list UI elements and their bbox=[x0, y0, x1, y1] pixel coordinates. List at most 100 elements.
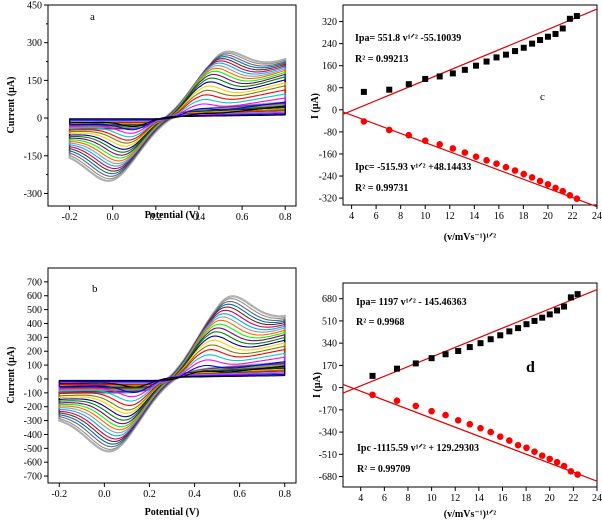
x-tick-label: 14 bbox=[474, 493, 484, 504]
point-ipa bbox=[566, 15, 573, 22]
x-tick-label: 4 bbox=[349, 211, 354, 222]
x-tick-label: 0.2 bbox=[150, 212, 163, 223]
panel-c-eq-ipc: Ipc= -515.93 v¹ᐟ² +48.14433 bbox=[355, 162, 471, 173]
point-ipc bbox=[477, 424, 484, 432]
point-ipc bbox=[369, 391, 376, 399]
panel-d-ticks: 4 6 8 10 12 14 16 18 20 22 24 -680 -510 -340 -170 0 170 3… bbox=[319, 294, 602, 504]
point-ipc bbox=[528, 174, 536, 181]
y-tick-label: 340 bbox=[322, 339, 337, 350]
point-ipc bbox=[538, 452, 546, 459]
y-tick-label: 700 bbox=[27, 277, 42, 288]
point-ipa bbox=[436, 73, 443, 80]
y-tick-label: 0 bbox=[37, 374, 42, 385]
x-tick-label: 6 bbox=[374, 211, 379, 222]
point-ipc bbox=[393, 397, 401, 404]
panel-b-ylabel: Current (µA) bbox=[6, 347, 17, 404]
point-ipc bbox=[574, 471, 581, 478]
point-ipa bbox=[428, 355, 435, 362]
y-tick-label: 240 bbox=[322, 39, 337, 50]
panel-b-cv-curves bbox=[58, 295, 286, 453]
panel-b-cv-plot: -0.2 0.0 0.2 0.4 0.6 0.8 -700 -600 -500 -400 -300 -… bbox=[6, 267, 297, 518]
x-tick-label: 18 bbox=[521, 493, 531, 504]
panel-d-xlabel: (v/mVs⁻¹)¹ᐟ² bbox=[444, 509, 496, 520]
point-ipa bbox=[405, 81, 412, 88]
point-ipc bbox=[567, 468, 575, 475]
x-tick-label: 0.2 bbox=[143, 489, 156, 500]
y-tick-label: -150 bbox=[24, 151, 42, 162]
point-ipa bbox=[531, 317, 538, 324]
y-tick-label: -80 bbox=[324, 127, 337, 138]
point-ipa bbox=[573, 13, 580, 20]
x-tick-label: 8 bbox=[398, 211, 403, 222]
point-ipa bbox=[461, 66, 468, 73]
point-ipc bbox=[511, 167, 519, 174]
point-ipa bbox=[473, 62, 480, 69]
x-tick-label: 0.0 bbox=[106, 212, 119, 223]
x-tick-label: 0.0 bbox=[98, 489, 111, 500]
y-tick-label: -170 bbox=[319, 405, 337, 416]
cv-curve bbox=[58, 365, 286, 388]
x-tick-label: 10 bbox=[427, 493, 437, 504]
panel-b-label: b bbox=[92, 283, 98, 295]
point-ipa bbox=[559, 25, 566, 32]
x-tick-label: 20 bbox=[543, 211, 553, 222]
point-ipc bbox=[559, 187, 567, 195]
point-ipa bbox=[455, 348, 462, 354]
point-ipa bbox=[546, 311, 553, 318]
x-tick-label: -0.2 bbox=[62, 212, 78, 223]
panel-c-xlabel: (v/mVs⁻¹)¹ᐟ² bbox=[444, 232, 496, 243]
point-ipa bbox=[529, 40, 536, 47]
point-ipc bbox=[385, 126, 393, 134]
point-ipc bbox=[536, 177, 544, 185]
point-ipa bbox=[477, 340, 484, 347]
y-tick-label: -400 bbox=[24, 430, 42, 441]
point-ipa bbox=[493, 54, 500, 61]
y-tick-label: -680 bbox=[319, 472, 337, 483]
point-ipa bbox=[520, 44, 527, 51]
panel-c-eq-ipa: Ipa= 551.8 v¹ᐟ² -55.10039 bbox=[355, 33, 461, 44]
y-tick-label: 0 bbox=[332, 383, 337, 394]
x-tick-label: 16 bbox=[494, 211, 504, 222]
panel-c-r2-ipa: R² = 0.99213 bbox=[355, 54, 408, 65]
point-ipa bbox=[561, 303, 568, 310]
panel-a-ticks: -0.2 0.0 0.2 0.4 0.6 0.8 -300 -150 0 150 300 450 bbox=[24, 1, 292, 224]
panel-d-scatter-plot: 4 6 8 10 12 14 16 18 20 22 24 -680 -510 -340 -170 0 170 3… bbox=[312, 282, 602, 520]
y-tick-label: -300 bbox=[24, 416, 42, 427]
point-ipa bbox=[449, 70, 456, 77]
panel-d-points bbox=[369, 291, 581, 478]
panel-a-frame bbox=[47, 4, 297, 207]
point-ipa bbox=[523, 321, 530, 328]
fit-line bbox=[342, 383, 598, 482]
x-tick-label: 0.8 bbox=[278, 489, 291, 500]
panel-d-r2-ipc: R² = 0.99709 bbox=[357, 464, 410, 475]
y-tick-label: 100 bbox=[27, 361, 42, 372]
x-tick-label: 14 bbox=[469, 211, 479, 222]
point-ipa bbox=[506, 328, 513, 335]
y-tick-label: -200 bbox=[24, 402, 42, 413]
point-ipc bbox=[487, 428, 494, 436]
x-tick-label: 10 bbox=[420, 211, 430, 222]
point-ipc bbox=[442, 411, 449, 419]
x-tick-label: -0.2 bbox=[51, 489, 67, 500]
y-tick-label: -340 bbox=[319, 428, 337, 439]
y-tick-label: 500 bbox=[27, 305, 42, 316]
panel-a-ylabel: Current (µA) bbox=[6, 77, 17, 134]
panel-c-label: c bbox=[540, 91, 545, 103]
y-tick-label: -100 bbox=[24, 388, 42, 399]
panel-a-cv-curves bbox=[68, 50, 287, 182]
panel-d-label: d bbox=[526, 359, 535, 376]
point-ipa bbox=[422, 75, 429, 82]
panel-c-scatter-plot: 4 6 8 10 12 14 16 18 20 22 24 -320 -240 -160 -80 0 80 160… bbox=[310, 4, 602, 243]
point-ipc bbox=[412, 402, 420, 410]
x-tick-label: 24 bbox=[592, 493, 602, 504]
x-tick-label: 18 bbox=[518, 211, 528, 222]
point-ipc bbox=[502, 163, 510, 171]
y-tick-label: 300 bbox=[27, 38, 42, 49]
point-ipa bbox=[512, 48, 519, 55]
y-tick-label: -700 bbox=[24, 472, 42, 483]
point-ipc bbox=[531, 448, 538, 455]
point-ipc bbox=[566, 192, 574, 199]
y-tick-label: -510 bbox=[319, 450, 337, 461]
y-tick-label: -240 bbox=[319, 172, 337, 183]
y-tick-label: 200 bbox=[27, 347, 42, 358]
